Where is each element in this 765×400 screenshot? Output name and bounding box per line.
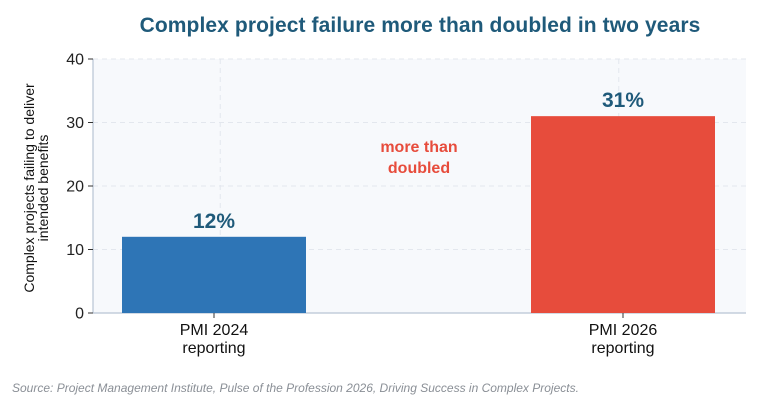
y-tick-label: 10 [66,242,84,259]
y-tick-label: 0 [75,306,84,323]
x-tick-label-line: reporting [591,340,654,357]
y-axis-title-line: Complex projects failing to deliver [21,83,37,293]
y-tick-label: 40 [66,52,84,69]
x-tick-label-line: PMI 2026 [589,322,658,339]
y-axis-title-line: intended benefits [35,135,51,242]
bar [122,236,306,313]
source-note: Source: Project Management Institute, Pu… [12,381,579,395]
chart-title: Complex project failure more than double… [139,14,701,37]
bar [531,116,715,314]
data-label: 31% [602,89,644,112]
annotation-line: more than [380,139,457,156]
y-axis-title: Complex projects failing to deliverinten… [21,83,51,293]
x-tick-label-line: PMI 2024 [180,322,249,339]
data-label: 12% [193,210,235,233]
annotation-text: more than doubled [380,139,457,177]
x-tick-label: PMI 2026 reporting [589,322,658,357]
x-tick-label: PMI 2024 reporting [180,322,249,357]
annotation-line: doubled [388,160,450,177]
y-tick-label: 20 [66,179,84,196]
x-tick-label-line: reporting [182,340,245,357]
y-tick-label: 30 [66,115,84,132]
